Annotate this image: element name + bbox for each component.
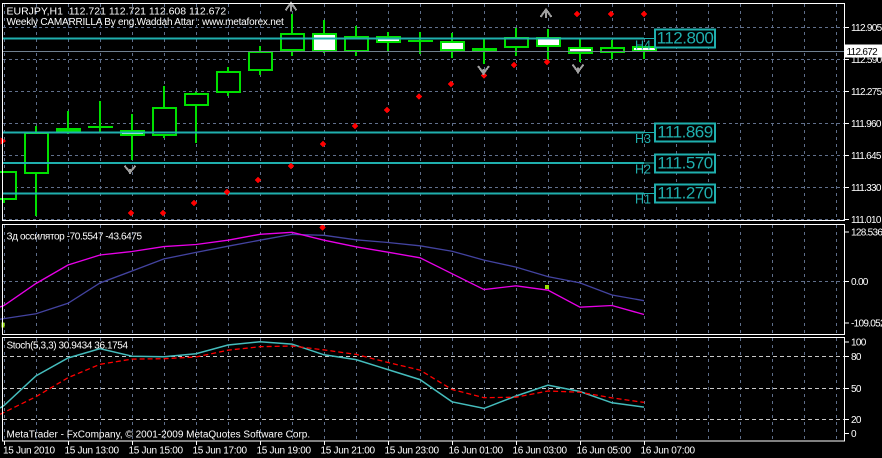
svg-text:112.800: 112.800 <box>657 29 714 48</box>
svg-text:112.672: 112.672 <box>847 47 879 58</box>
svg-text:111.869: 111.869 <box>657 123 712 142</box>
svg-text:15 Jun 2010: 15 Jun 2010 <box>3 446 55 457</box>
svg-text:H4: H4 <box>635 39 651 53</box>
svg-text:16 Jun 01:00: 16 Jun 01:00 <box>449 446 504 457</box>
svg-text:50: 50 <box>851 384 862 395</box>
svg-text:111.270: 111.270 <box>657 184 712 203</box>
svg-text:Stoch(5,3,3) 30.9434 36.1754: Stoch(5,3,3) 30.9434 36.1754 <box>7 341 129 352</box>
svg-text:111.960: 111.960 <box>851 119 882 130</box>
svg-text:80: 80 <box>851 352 862 363</box>
svg-text:H2: H2 <box>635 163 651 177</box>
svg-text:111.330: 111.330 <box>851 183 882 194</box>
svg-text:111.570: 111.570 <box>657 154 712 173</box>
svg-text:16 Jun 07:00: 16 Jun 07:00 <box>641 446 696 457</box>
svg-text:111.645: 111.645 <box>851 151 882 162</box>
svg-text:Зд оссилятор -70.5547 -43.6475: Зд оссилятор -70.5547 -43.6475 <box>7 232 143 243</box>
svg-text:128.5361: 128.5361 <box>851 228 882 239</box>
svg-text:0: 0 <box>851 429 857 440</box>
svg-text:0.00: 0.00 <box>851 277 869 288</box>
svg-text:20: 20 <box>851 415 862 426</box>
svg-text:112.590: 112.590 <box>851 55 882 66</box>
svg-text:15 Jun 15:00: 15 Jun 15:00 <box>129 446 184 457</box>
svg-text:H1: H1 <box>635 193 651 207</box>
svg-text:H3: H3 <box>635 132 651 146</box>
svg-text:112.905: 112.905 <box>851 23 882 34</box>
svg-text:15 Jun 13:00: 15 Jun 13:00 <box>65 446 120 457</box>
svg-text:100: 100 <box>851 338 867 349</box>
svg-text:111.010: 111.010 <box>851 215 882 226</box>
svg-text:15 Jun 19:00: 15 Jun 19:00 <box>257 446 312 457</box>
svg-text:EURJPY,H1 112.721 112.721 112: EURJPY,H1 112.721 112.721 112.608 112.67… <box>7 6 227 18</box>
svg-text:Weekly CAMARRILLA By eng.Wadda: Weekly CAMARRILLA By eng.Waddah Attar : … <box>7 17 284 28</box>
svg-text:15 Jun 21:00: 15 Jun 21:00 <box>321 446 376 457</box>
svg-text:MetaTrader - FxCompany, © 2001: MetaTrader - FxCompany, © 2001-2009 Meta… <box>7 430 311 441</box>
svg-text:-109.0523: -109.0523 <box>851 318 882 329</box>
svg-text:15 Jun 17:00: 15 Jun 17:00 <box>193 446 248 457</box>
svg-text:16 Jun 05:00: 16 Jun 05:00 <box>577 446 632 457</box>
svg-text:16 Jun 03:00: 16 Jun 03:00 <box>513 446 568 457</box>
svg-text:112.275: 112.275 <box>851 87 882 98</box>
svg-text:15 Jun 23:00: 15 Jun 23:00 <box>385 446 440 457</box>
